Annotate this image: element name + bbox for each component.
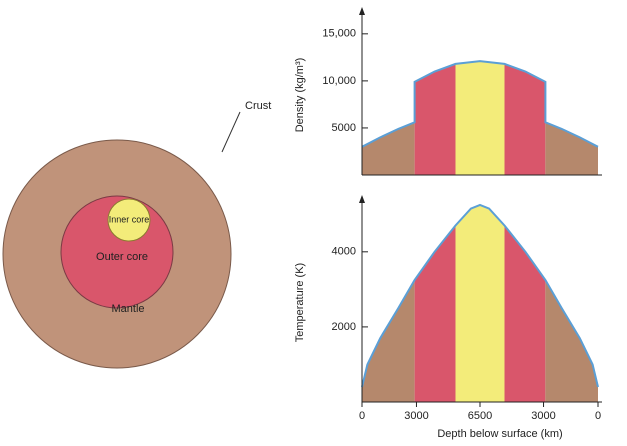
leader-line (222, 112, 240, 152)
page: Crust Inner core Outer core Mantle 5000 1… (0, 0, 627, 446)
x-tick-label: 6500 (468, 410, 492, 422)
x-tick-label: 3000 (404, 410, 428, 422)
y-tick-label: 4000 (332, 246, 356, 258)
x-axis-label: Depth below surface (km) (437, 428, 562, 440)
layer-band (362, 15, 415, 175)
layer-band (455, 15, 504, 175)
y-axis-label: Density (kg/m³) (294, 58, 306, 133)
chart: 2000 4000 0 3000 6500 3000 0 Temperature (K) Dep… (294, 195, 602, 440)
y-tick-label: 15,000 (322, 28, 356, 40)
layer-band (505, 15, 546, 175)
crust-label: Crust (245, 100, 271, 112)
y-axis-arrow (359, 7, 365, 15)
x-tick-label: 0 (359, 410, 365, 422)
layer-band (455, 203, 504, 402)
y-tick-label: 10,000 (322, 75, 356, 87)
outer-core-label: Outer core (96, 251, 148, 263)
earth-diagram: Crust Inner core Outer core Mantle (3, 100, 271, 368)
chart: 5000 10,000 15,000 Density (kg/m³) (294, 7, 602, 175)
y-axis-label: Temperature (K) (294, 263, 306, 342)
x-tick-label: 3000 (531, 410, 555, 422)
layer-band (415, 15, 456, 175)
y-axis-arrow (359, 195, 365, 203)
figure: Crust Inner core Outer core Mantle 5000 1… (0, 0, 627, 446)
y-tick-label: 5000 (332, 122, 356, 134)
inner-core-label: Inner core (109, 214, 150, 224)
mantle-label: Mantle (111, 303, 144, 315)
x-tick-label: 0 (595, 410, 601, 422)
layer-band (362, 203, 415, 402)
y-tick-label: 2000 (332, 321, 356, 333)
layer-band (545, 15, 598, 175)
layer-band (545, 203, 598, 402)
